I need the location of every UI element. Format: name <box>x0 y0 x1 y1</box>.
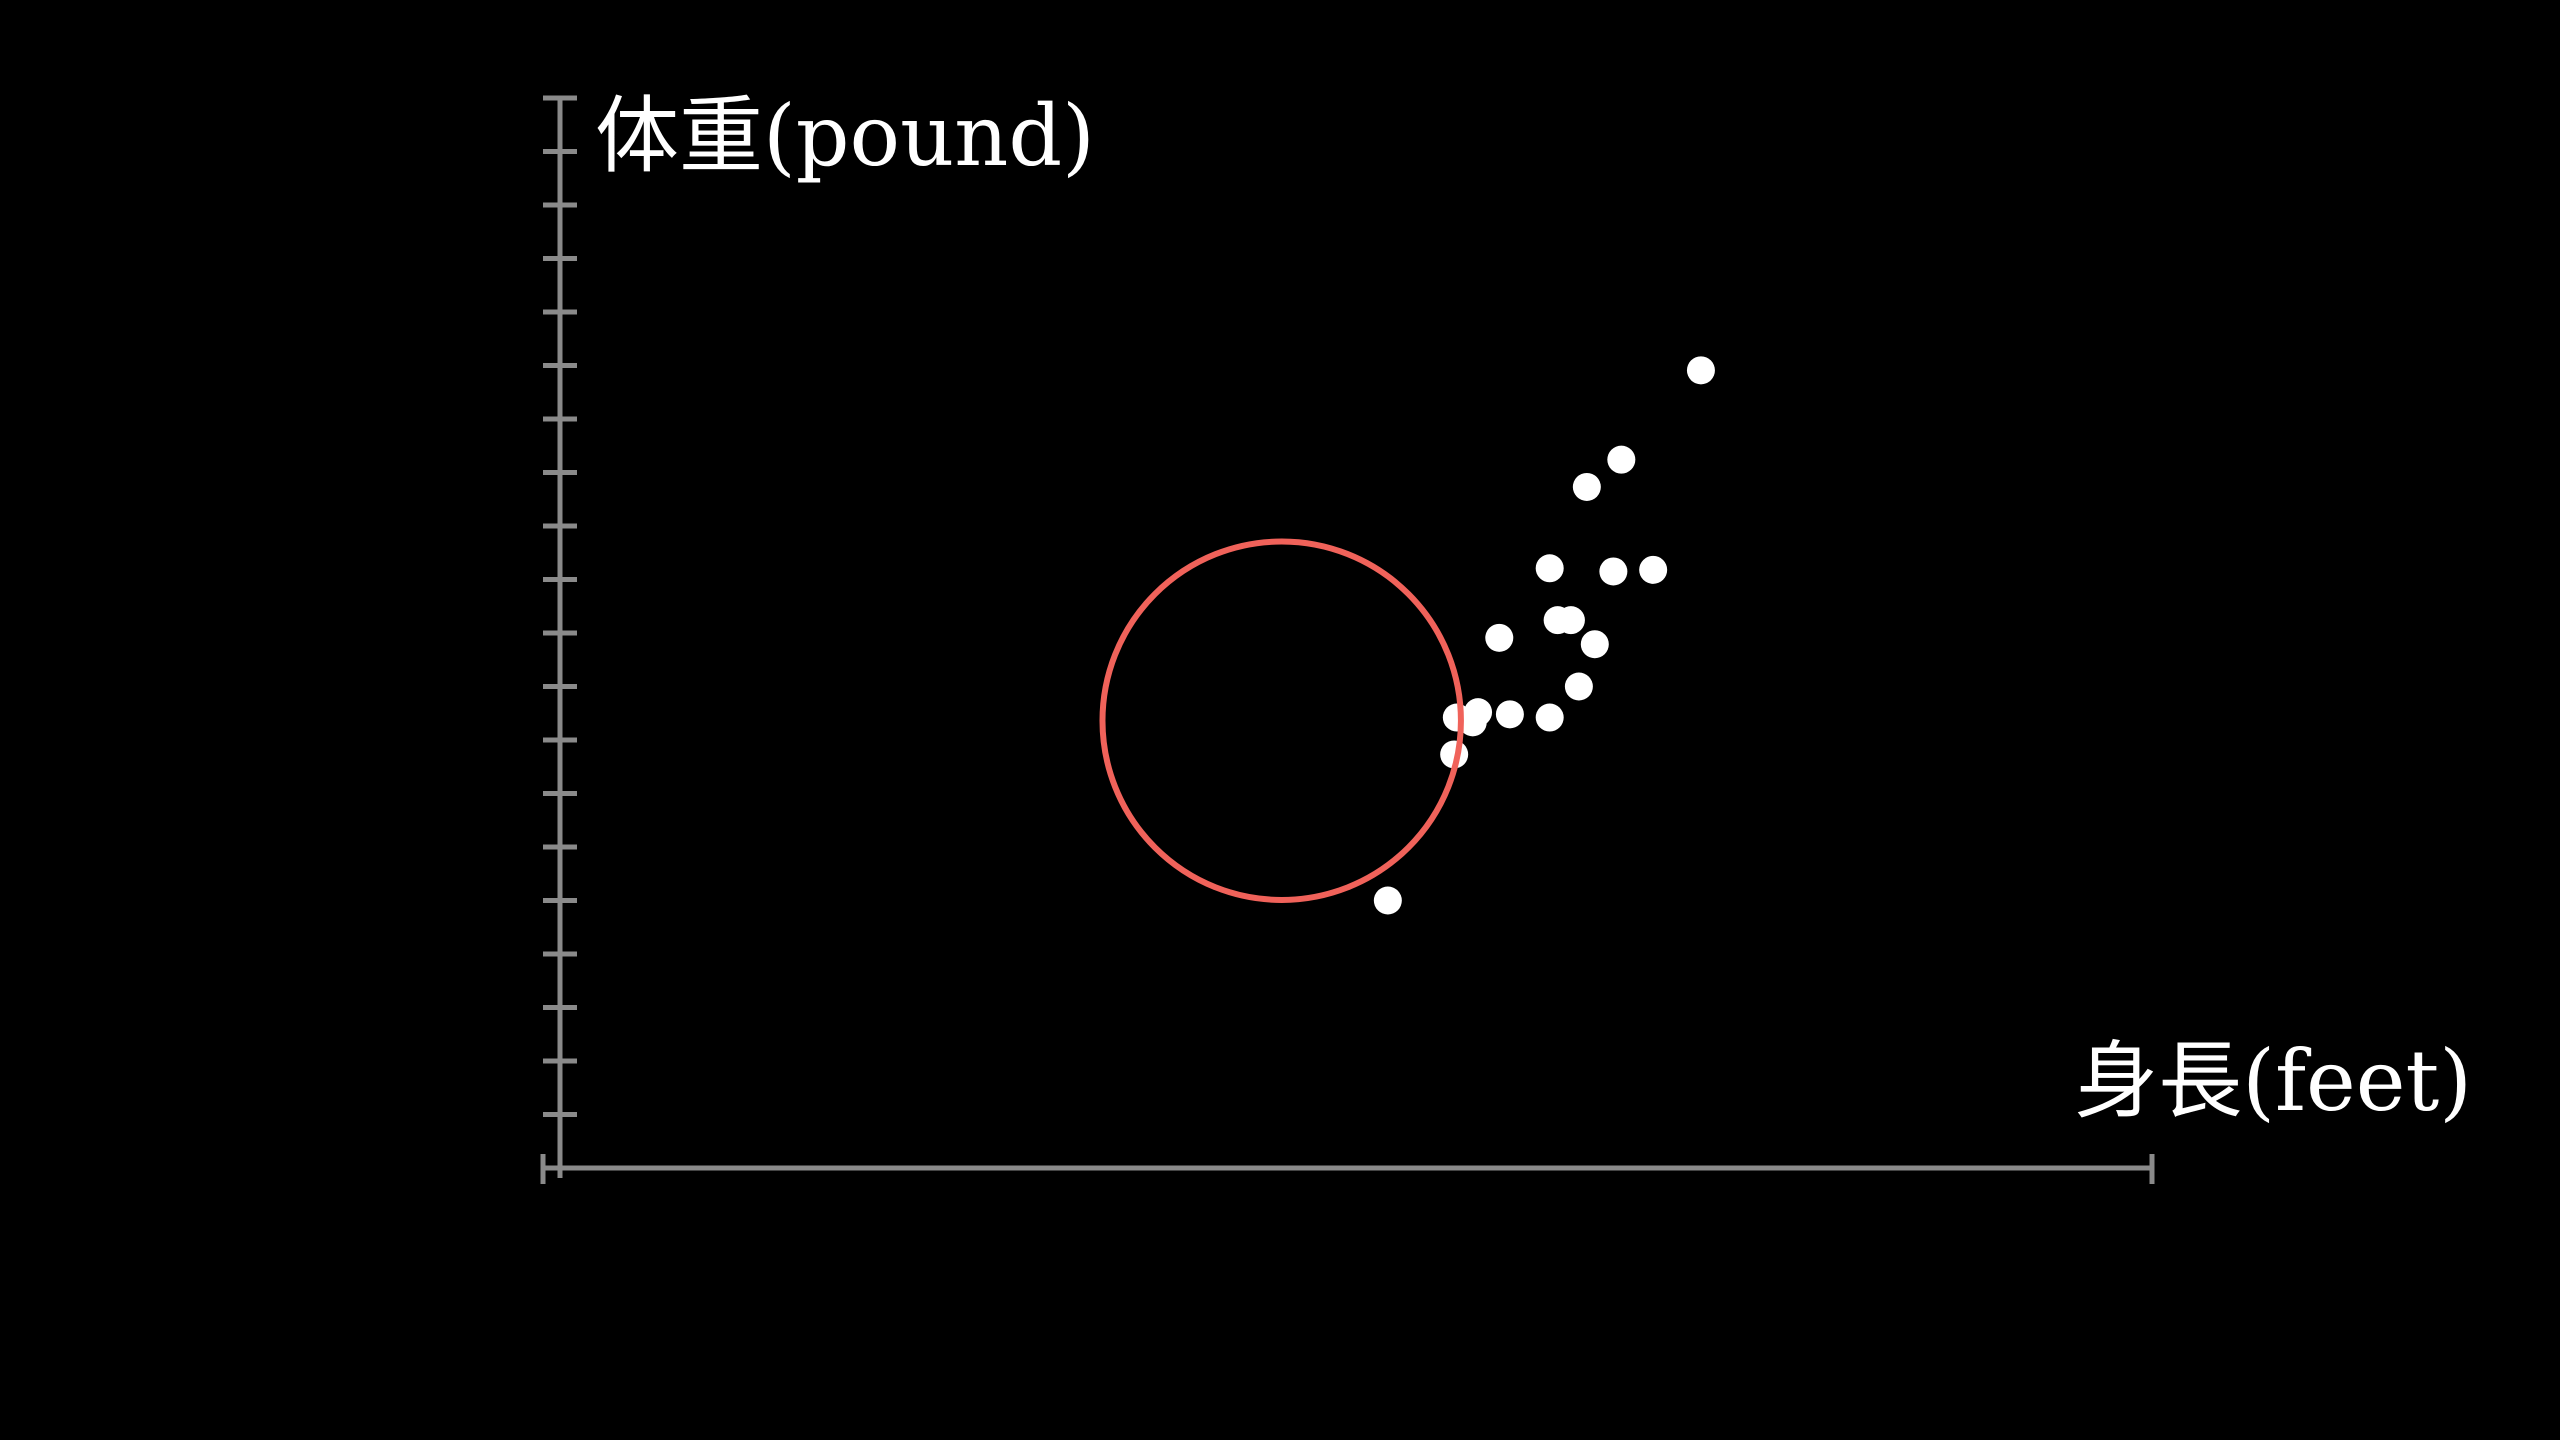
y-axis-label: 体重(pound) <box>595 87 1095 185</box>
data-point <box>1564 672 1593 701</box>
data-point <box>1556 606 1585 635</box>
data-point <box>1485 623 1514 652</box>
highlight-circle <box>1099 538 1464 903</box>
data-point <box>1607 445 1636 474</box>
data-point <box>1639 555 1668 584</box>
data-point <box>1373 886 1402 915</box>
data-point <box>1535 703 1564 732</box>
data-point <box>1464 698 1493 727</box>
data-point <box>1686 356 1715 385</box>
data-point <box>1572 472 1601 501</box>
data-point <box>1599 557 1628 586</box>
x-axis-label: 身長(feet) <box>2074 1032 2472 1130</box>
data-point <box>1535 554 1564 583</box>
data-point <box>1495 700 1524 729</box>
data-point <box>1580 630 1609 659</box>
